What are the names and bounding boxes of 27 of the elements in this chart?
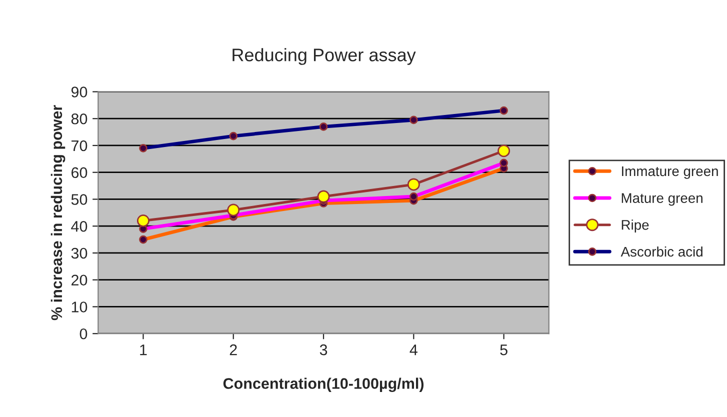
y-tick-label: 80 <box>71 113 88 124</box>
y-tick-label: 40 <box>71 220 88 232</box>
point <box>407 178 420 191</box>
x-tick-label: 4 <box>410 344 418 356</box>
x-tick-label: 2 <box>230 344 237 356</box>
y-tick-label: 30 <box>71 248 88 259</box>
y-tick-label: 70 <box>72 140 88 152</box>
x-tick-label: 1 <box>140 344 147 356</box>
legend-label: Ascorbic acid <box>620 246 702 257</box>
y-tick-label: 60 <box>72 167 88 178</box>
chart-title: Reducing Power assay <box>232 48 416 65</box>
legend-label: Immature green <box>622 166 718 179</box>
point <box>498 144 510 158</box>
y-tick-label: 0 <box>80 328 88 340</box>
point <box>136 214 150 227</box>
point <box>227 204 240 216</box>
point <box>317 190 330 203</box>
x-tick-label: 3 <box>320 344 328 356</box>
y-tick-label: 90 <box>71 86 88 98</box>
legend-label: Mature green <box>622 193 702 206</box>
y-axis-title: % increase in reducing power <box>50 105 66 320</box>
x-tick-label: 5 <box>500 344 508 356</box>
legend-label: Ripe <box>622 220 649 233</box>
x-axis-title: Concentration(10-100µg/ml) <box>223 378 424 392</box>
y-tick-label: 20 <box>72 274 88 286</box>
y-tick-label: 10 <box>72 302 88 312</box>
y-tick-label: 50 <box>71 194 88 205</box>
